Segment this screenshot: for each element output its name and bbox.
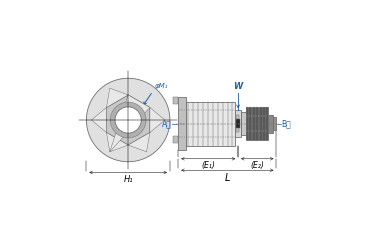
- Text: L: L: [225, 173, 230, 183]
- Polygon shape: [107, 95, 150, 145]
- Text: W: W: [234, 82, 243, 91]
- Bar: [178, 97, 186, 150]
- Text: A側: A側: [163, 119, 172, 128]
- Text: (E₁): (E₁): [201, 161, 215, 170]
- Text: B側: B側: [282, 119, 291, 128]
- Polygon shape: [128, 132, 150, 152]
- Polygon shape: [107, 132, 128, 152]
- Bar: [235, 115, 239, 122]
- Circle shape: [110, 102, 146, 138]
- Bar: [235, 110, 242, 137]
- Bar: [237, 119, 240, 128]
- Bar: [235, 125, 239, 132]
- Text: (E₂): (E₂): [250, 161, 264, 170]
- Polygon shape: [110, 95, 150, 152]
- Polygon shape: [107, 88, 128, 108]
- Polygon shape: [150, 108, 165, 132]
- Polygon shape: [91, 108, 107, 132]
- Circle shape: [115, 107, 141, 133]
- Bar: [273, 117, 276, 130]
- Text: φM₁: φM₁: [155, 84, 168, 90]
- Bar: [246, 108, 268, 140]
- Bar: [173, 97, 178, 104]
- Bar: [186, 102, 235, 146]
- Text: H₁: H₁: [123, 175, 133, 184]
- Bar: [242, 112, 246, 135]
- Circle shape: [87, 78, 170, 162]
- Bar: [173, 136, 178, 143]
- Bar: [268, 115, 273, 132]
